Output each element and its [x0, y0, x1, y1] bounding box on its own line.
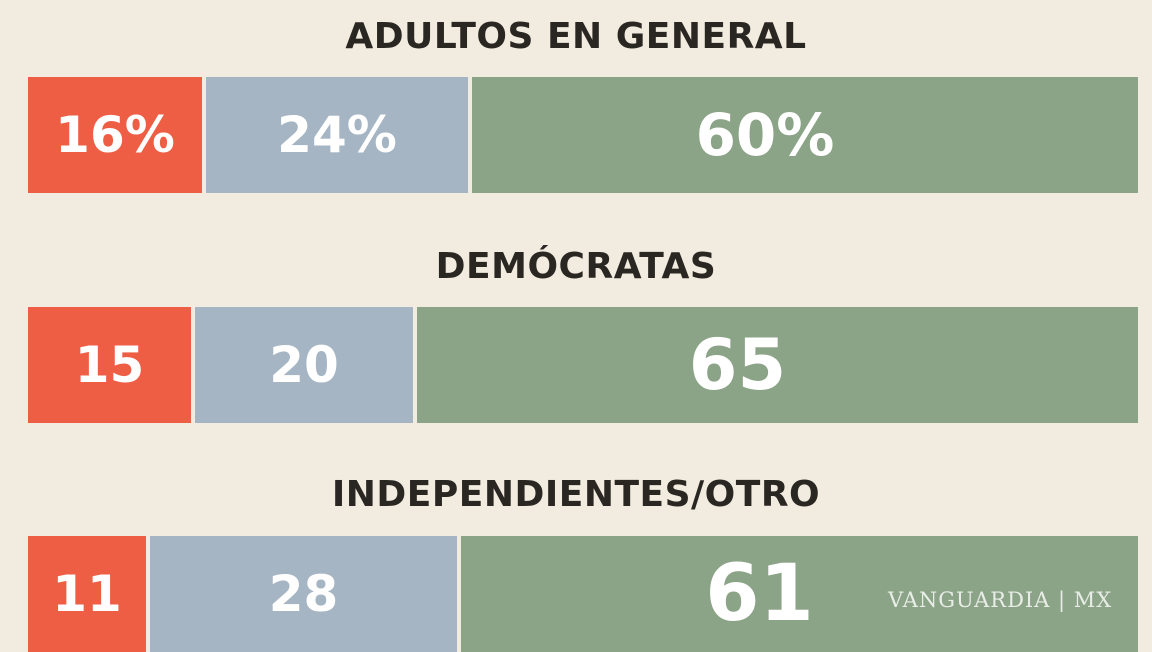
bar-segment: 20 [195, 307, 413, 423]
data-label: 60% [695, 101, 835, 169]
stacked-bar: 16% 24% 60% [28, 77, 1138, 193]
bar-segment: 16% [28, 77, 202, 193]
data-label: 65 [688, 324, 787, 406]
group-title: DEMÓCRATAS [435, 246, 717, 287]
data-label: 61 [705, 549, 814, 639]
data-label: 28 [268, 565, 339, 623]
data-label: 11 [52, 565, 122, 623]
stacked-bar: 11 28 61 [28, 536, 1138, 652]
data-label: 15 [74, 336, 145, 394]
bar-segment: 61 [461, 536, 1138, 652]
group-title: INDEPENDIENTES/OTRO [331, 474, 821, 515]
group-title: ADULTOS EN GENERAL [345, 16, 807, 57]
bar-segment: 15 [28, 307, 191, 423]
stacked-bar: 15 20 65 [28, 307, 1138, 423]
watermark-logo: VANGUARDIA | MX [888, 588, 1113, 612]
bar-segment: 28 [150, 536, 457, 652]
bar-segment: 60% [472, 77, 1138, 193]
data-label: 24% [277, 106, 397, 164]
bar-segment: 11 [28, 536, 146, 652]
bar-segment: 24% [206, 77, 468, 193]
data-label: 16% [55, 106, 175, 164]
data-label: 20 [269, 336, 339, 394]
bar-segment: 65 [417, 307, 1138, 423]
